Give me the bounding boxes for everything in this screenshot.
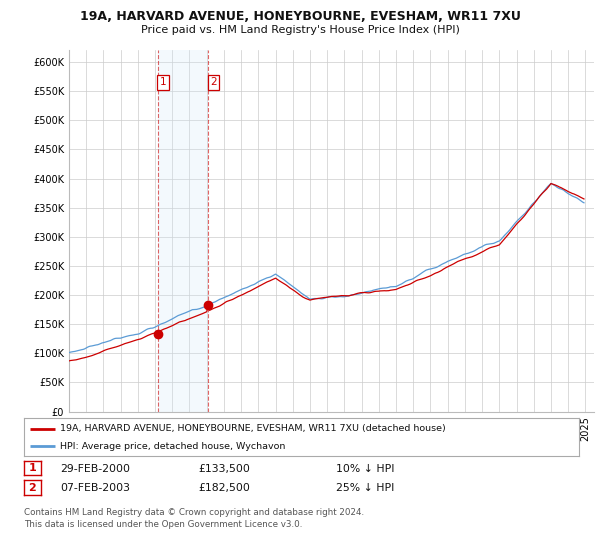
Text: £133,500: £133,500 bbox=[198, 464, 250, 474]
Text: 2: 2 bbox=[29, 483, 36, 493]
Bar bbox=[158, 50, 208, 412]
Text: Price paid vs. HM Land Registry's House Price Index (HPI): Price paid vs. HM Land Registry's House … bbox=[140, 25, 460, 35]
Text: 1: 1 bbox=[160, 77, 166, 87]
Text: 2: 2 bbox=[210, 77, 217, 87]
Text: 07-FEB-2003: 07-FEB-2003 bbox=[60, 483, 130, 493]
Text: Contains HM Land Registry data © Crown copyright and database right 2024.: Contains HM Land Registry data © Crown c… bbox=[24, 508, 364, 517]
Text: 25% ↓ HPI: 25% ↓ HPI bbox=[336, 483, 394, 493]
Text: 1: 1 bbox=[29, 463, 36, 473]
Text: 10% ↓ HPI: 10% ↓ HPI bbox=[336, 464, 395, 474]
Text: 19A, HARVARD AVENUE, HONEYBOURNE, EVESHAM, WR11 7XU: 19A, HARVARD AVENUE, HONEYBOURNE, EVESHA… bbox=[80, 10, 520, 23]
Text: £182,500: £182,500 bbox=[198, 483, 250, 493]
Text: HPI: Average price, detached house, Wychavon: HPI: Average price, detached house, Wych… bbox=[60, 442, 286, 451]
Text: 19A, HARVARD AVENUE, HONEYBOURNE, EVESHAM, WR11 7XU (detached house): 19A, HARVARD AVENUE, HONEYBOURNE, EVESHA… bbox=[60, 424, 446, 433]
Text: This data is licensed under the Open Government Licence v3.0.: This data is licensed under the Open Gov… bbox=[24, 520, 302, 529]
Text: 29-FEB-2000: 29-FEB-2000 bbox=[60, 464, 130, 474]
